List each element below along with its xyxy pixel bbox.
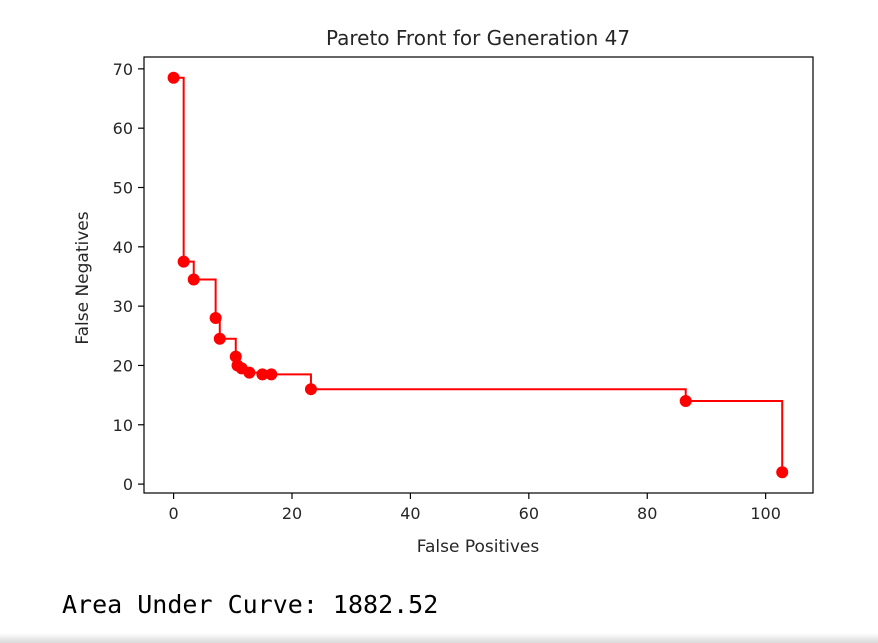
chart-title: Pareto Front for Generation 47 xyxy=(326,26,630,50)
y-tick-label: 70 xyxy=(113,60,133,79)
pareto-point xyxy=(229,350,242,363)
pareto-point xyxy=(209,312,222,325)
pareto-point xyxy=(776,466,789,479)
pareto-point xyxy=(213,332,226,345)
x-tick-label: 40 xyxy=(400,504,420,523)
y-tick-label: 20 xyxy=(113,356,133,375)
pareto-chart: Pareto Front for Generation 47 False Pos… xyxy=(73,26,814,557)
pareto-point xyxy=(177,255,190,268)
x-tick-label: 100 xyxy=(750,504,781,523)
pareto-step-line xyxy=(173,76,784,473)
x-tick-label: 60 xyxy=(519,504,539,523)
pareto-point xyxy=(256,368,269,381)
pareto-point xyxy=(167,71,180,84)
auc-output-text: Area Under Curve: 1882.52 xyxy=(62,590,439,619)
y-tick-label: 50 xyxy=(113,179,133,198)
x-axis-label: False Positives xyxy=(417,537,540,557)
output-scroll-edge xyxy=(0,633,878,643)
x-tick-label: 80 xyxy=(637,504,657,523)
y-tick-label: 30 xyxy=(113,297,133,316)
pareto-chart-svg: Pareto Front for Generation 47 False Pos… xyxy=(73,26,814,557)
y-tick-label: 60 xyxy=(113,119,133,138)
pareto-point xyxy=(265,368,278,381)
y-tick-label: 10 xyxy=(113,416,133,435)
x-tick-label: 0 xyxy=(169,504,179,523)
y-tick-label: 40 xyxy=(113,238,133,257)
y-axis-label: False Negatives xyxy=(73,211,93,344)
y-tick-label: 0 xyxy=(123,475,133,494)
x-tick-label: 20 xyxy=(282,504,302,523)
pareto-point xyxy=(304,383,317,396)
pareto-point xyxy=(187,273,200,286)
pareto-point xyxy=(243,366,256,379)
plot-frame xyxy=(143,56,814,494)
pareto-point xyxy=(679,395,692,408)
